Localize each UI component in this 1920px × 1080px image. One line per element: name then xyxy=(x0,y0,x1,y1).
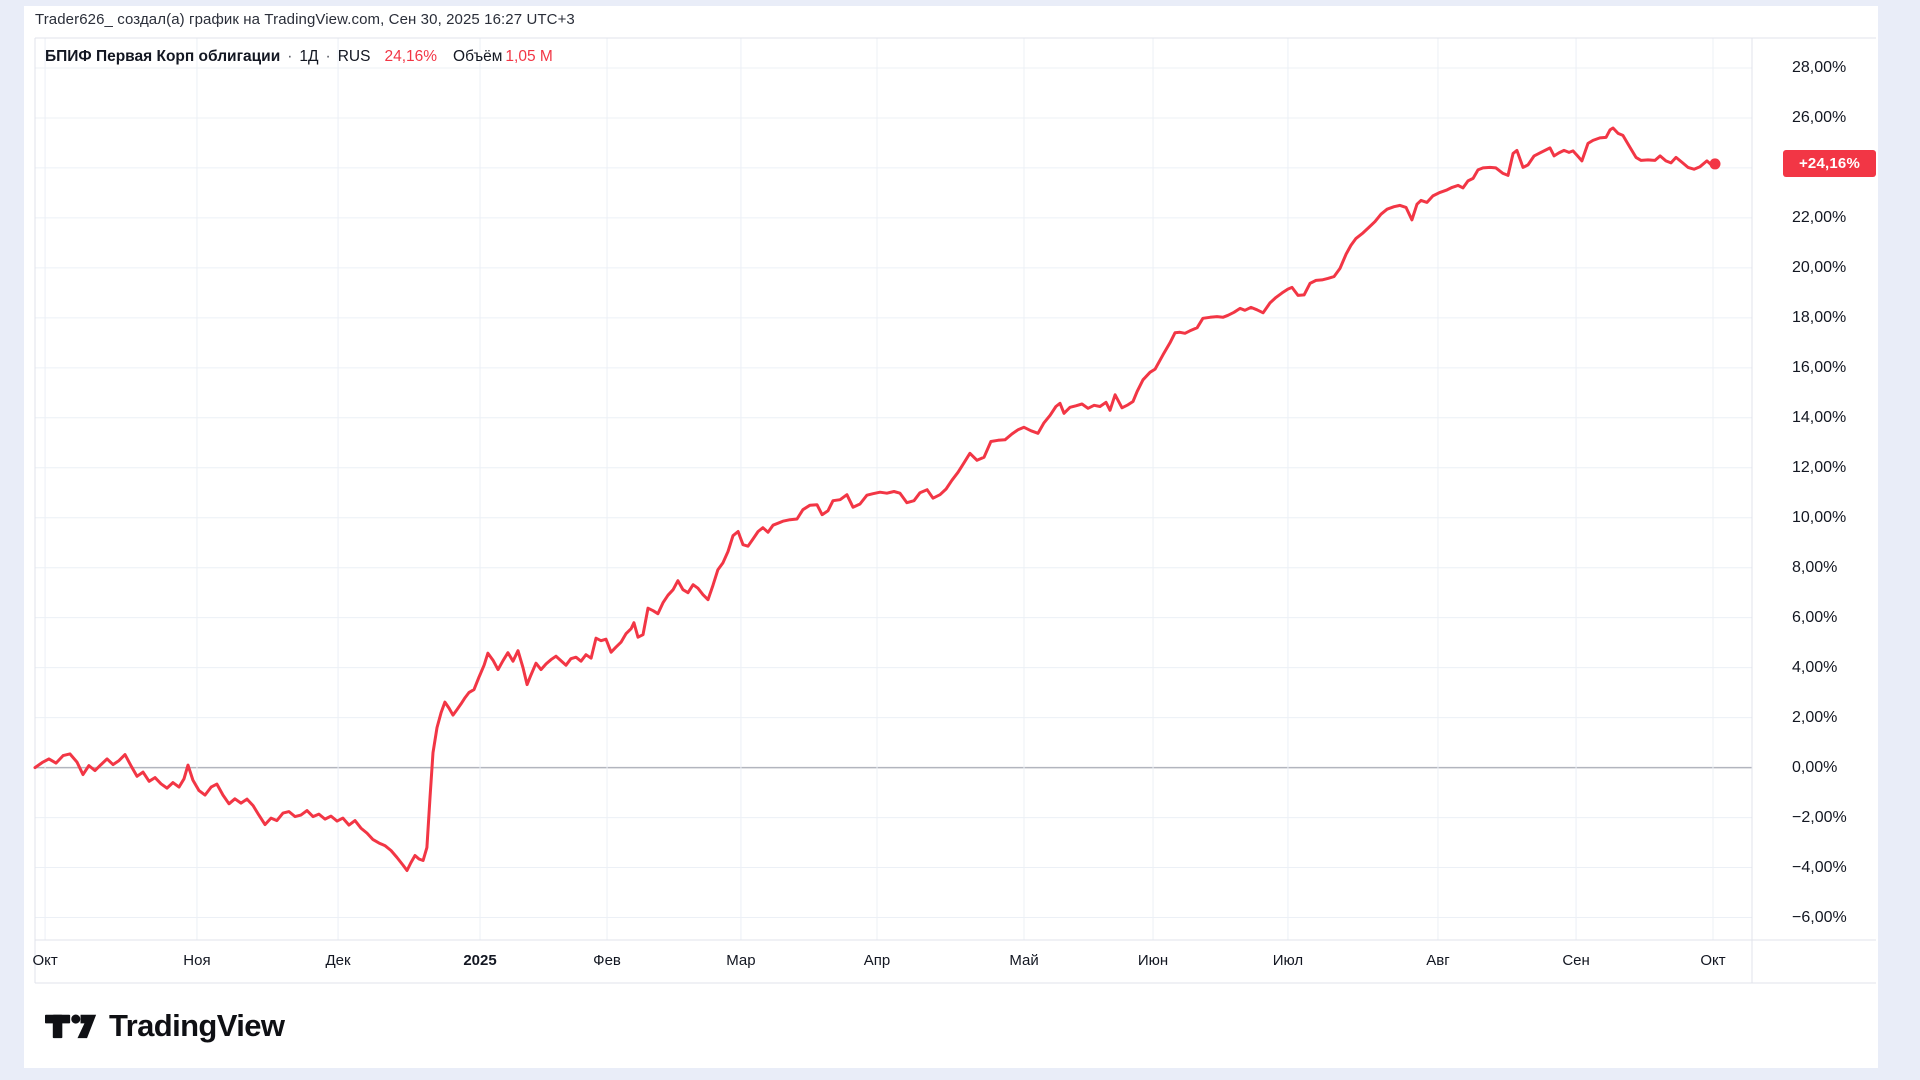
tradingview-logo-icon xyxy=(45,1014,97,1039)
x-axis-label: Июн xyxy=(1137,952,1169,969)
y-axis-label: 28,00% xyxy=(1792,58,1847,76)
interval-value[interactable]: 1Д xyxy=(299,48,319,65)
y-axis-label: 22,00% xyxy=(1792,208,1847,226)
y-axis-label: 20,00% xyxy=(1792,258,1847,276)
x-axis-label: Окт xyxy=(32,952,58,969)
attribution-text: Trader626_ создал(а) график на TradingVi… xyxy=(35,11,575,28)
time-axis[interactable]: Окт Ноя Дек 2025 Фев Мар Апр Май Июн Июл Авг Сен Окт xyxy=(0,941,1752,983)
x-axis-label: Апр xyxy=(863,952,891,969)
price-axis[interactable]: 28,00% 26,00% 22,00% 20,00% 18,00% 16,00% 14,0… xyxy=(1753,38,1876,983)
x-axis-label: 2025 xyxy=(463,952,497,969)
y-axis-label: 16,00% xyxy=(1792,358,1847,376)
x-axis-label: Авг xyxy=(1426,952,1450,969)
change-percent-value: 24,16% xyxy=(384,48,438,65)
price-line-series xyxy=(33,126,1717,872)
y-axis-label: 6,00% xyxy=(1792,608,1838,626)
chart-legend[interactable]: БПИФ Первая Корп облигации · 1Д · RUS 24… xyxy=(45,48,553,66)
y-axis-label: 0,00% xyxy=(1792,758,1838,776)
y-axis-label: 18,00% xyxy=(1792,308,1847,326)
y-axis-label: −4,00% xyxy=(1792,858,1847,876)
y-axis-label: −6,00% xyxy=(1792,908,1847,926)
y-axis-label: 14,00% xyxy=(1792,408,1847,426)
y-axis-label: 8,00% xyxy=(1792,558,1838,576)
last-price-dot xyxy=(1709,158,1721,170)
y-axis-label: −2,00% xyxy=(1792,808,1847,826)
y-axis-label: 2,00% xyxy=(1792,708,1838,726)
volume-label: Объём xyxy=(453,48,503,65)
exchange-name: RUS xyxy=(337,48,371,65)
y-axis-label: 26,00% xyxy=(1792,108,1847,126)
symbol-name[interactable]: БПИФ Первая Корп облигации xyxy=(45,48,281,65)
y-axis-label: 10,00% xyxy=(1792,508,1847,526)
chart-sheet xyxy=(24,6,1878,1068)
volume-value: 1,05 M xyxy=(505,48,553,65)
x-axis-label: Июл xyxy=(1272,952,1304,969)
x-axis-label: Май xyxy=(1009,952,1039,969)
footer-branding: TradingView xyxy=(45,1008,285,1044)
tradingview-wordmark: TradingView xyxy=(109,1008,285,1043)
y-axis-label: 12,00% xyxy=(1792,458,1847,476)
x-axis-label: Окт xyxy=(1700,952,1726,969)
x-axis-label: Сен xyxy=(1562,952,1590,969)
legend-separator: · xyxy=(287,48,293,65)
x-axis-label: Мар xyxy=(726,952,756,969)
last-price-badge: +24,16% xyxy=(1783,150,1876,178)
x-axis-label: Ноя xyxy=(183,952,211,969)
legend-separator: · xyxy=(325,48,331,65)
y-axis-label: 4,00% xyxy=(1792,658,1838,676)
x-axis-label: Дек xyxy=(325,952,351,969)
x-axis-label: Фев xyxy=(593,952,621,969)
